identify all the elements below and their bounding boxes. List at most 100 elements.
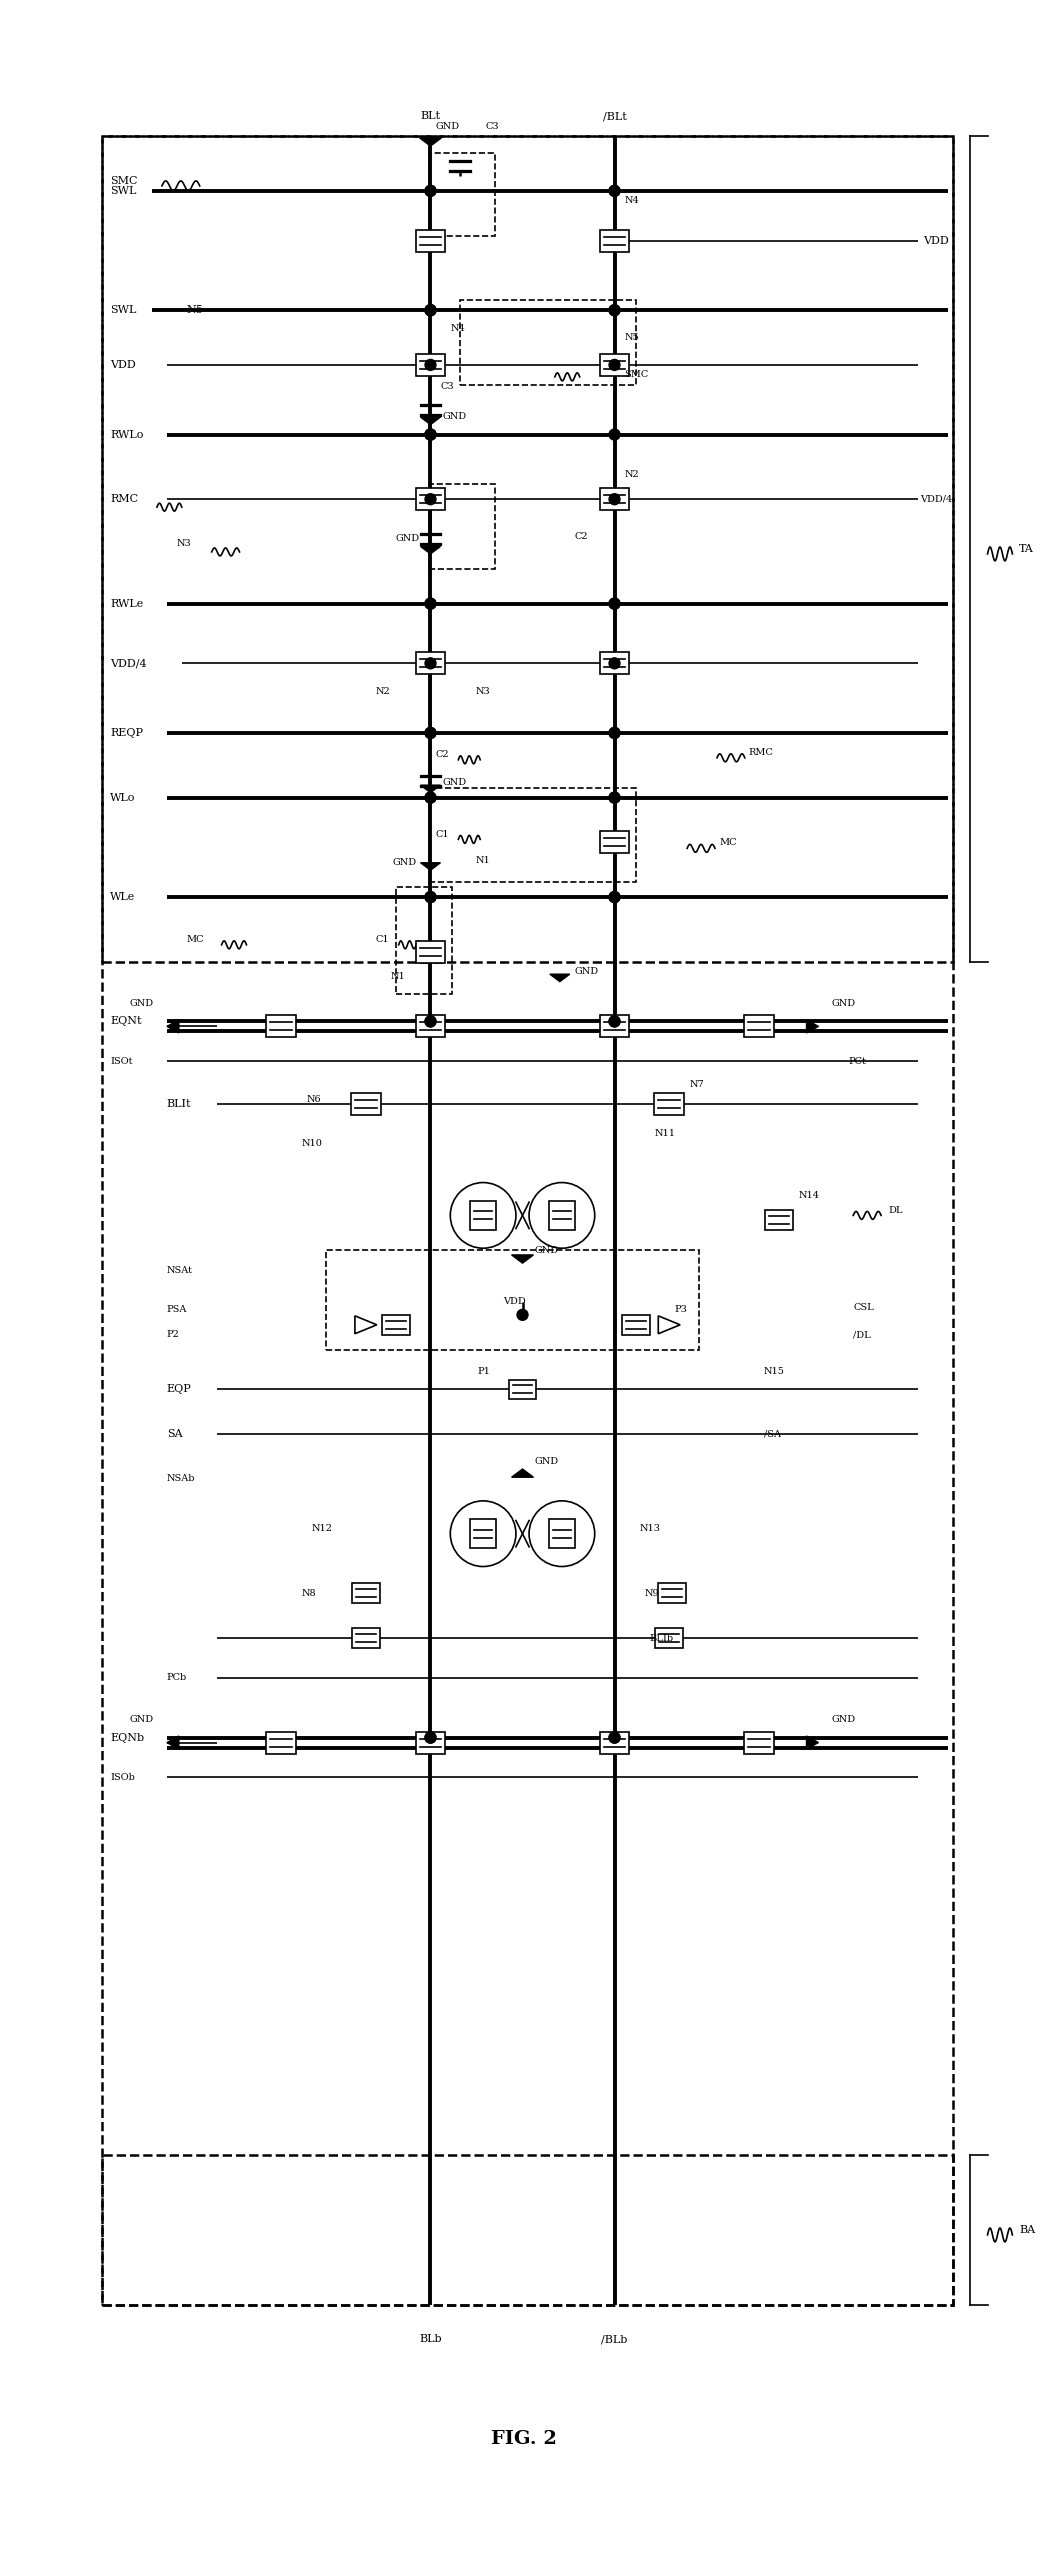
Circle shape [609, 1733, 620, 1743]
Text: MC: MC [719, 837, 737, 847]
Text: EQNb: EQNb [110, 1733, 145, 1743]
Text: WLe: WLe [110, 891, 135, 901]
Circle shape [609, 657, 620, 670]
Text: /SA: /SA [764, 1429, 781, 1439]
Bar [655, 1627, 683, 1648]
Text: CSL: CSL [853, 1303, 874, 1313]
Text: EQP: EQP [167, 1385, 192, 1396]
Circle shape [425, 729, 436, 739]
Text: GND: GND [130, 999, 154, 1007]
Text: N13: N13 [639, 1524, 660, 1532]
Polygon shape [511, 1468, 533, 1478]
Text: N2: N2 [625, 469, 639, 479]
Text: BLb: BLb [419, 2336, 442, 2343]
Text: VDD/4: VDD/4 [920, 494, 953, 505]
Bar [599, 651, 630, 675]
Text: N1: N1 [475, 855, 490, 865]
Text: N4: N4 [451, 324, 465, 332]
Circle shape [609, 1017, 620, 1027]
Circle shape [609, 1017, 620, 1027]
Bar [381, 1316, 410, 1334]
Text: /BLb: /BLb [602, 2336, 628, 2343]
Text: C1: C1 [376, 935, 390, 945]
Text: C3: C3 [485, 121, 499, 131]
Text: GND: GND [442, 412, 466, 422]
Circle shape [425, 1733, 436, 1743]
Polygon shape [511, 1254, 533, 1264]
Text: N3: N3 [177, 541, 192, 548]
Text: P2: P2 [167, 1331, 180, 1339]
Bar [351, 1092, 380, 1115]
Circle shape [609, 793, 620, 803]
Text: VDD: VDD [923, 234, 948, 245]
Text: N9: N9 [645, 1589, 659, 1599]
Bar [416, 1015, 445, 1038]
Bar [623, 1316, 651, 1334]
Text: N5: N5 [187, 306, 203, 314]
Text: VDD/4: VDD/4 [110, 659, 147, 670]
Circle shape [609, 430, 620, 440]
Bar [416, 1730, 445, 1754]
Bar [470, 1200, 497, 1231]
Text: /BLt: /BLt [603, 111, 627, 121]
Text: N15: N15 [764, 1367, 785, 1375]
Circle shape [425, 891, 436, 904]
Text: GND: GND [393, 857, 417, 868]
Text: ISOt: ISOt [110, 1056, 133, 1066]
Bar [416, 651, 445, 675]
Text: BLIb: BLIb [650, 1633, 674, 1643]
Text: RMC: RMC [110, 494, 138, 505]
Text: PCt: PCt [848, 1056, 866, 1066]
Text: N10: N10 [301, 1138, 322, 1148]
Bar [599, 1730, 630, 1754]
Polygon shape [419, 139, 441, 147]
Circle shape [425, 304, 436, 317]
Text: SWL: SWL [110, 185, 136, 196]
Bar [396, 888, 453, 994]
Bar [326, 1251, 699, 1349]
Text: N3: N3 [475, 688, 490, 695]
Circle shape [425, 185, 436, 196]
Text: /DL: /DL [853, 1331, 871, 1339]
Text: P1: P1 [478, 1367, 490, 1375]
Circle shape [425, 430, 436, 440]
Bar [549, 1519, 575, 1548]
Bar [429, 484, 495, 569]
Circle shape [425, 793, 436, 803]
Bar [599, 229, 630, 252]
Text: BLt: BLt [420, 111, 440, 121]
Bar [416, 229, 445, 252]
Polygon shape [807, 1736, 818, 1748]
Circle shape [425, 793, 436, 803]
Text: C2: C2 [436, 749, 450, 760]
Text: ISOb: ISOb [110, 1774, 135, 1782]
Text: N4: N4 [625, 196, 639, 206]
Bar [429, 152, 495, 234]
Bar [266, 1730, 297, 1754]
Text: NSAt: NSAt [167, 1264, 193, 1275]
Circle shape [425, 597, 436, 610]
Circle shape [425, 891, 436, 904]
Text: GND: GND [831, 999, 855, 1007]
Circle shape [425, 1733, 436, 1743]
Polygon shape [420, 546, 440, 554]
Circle shape [425, 597, 436, 610]
Text: VDD: VDD [110, 361, 136, 371]
Bar [103, 136, 953, 960]
Bar [658, 1584, 686, 1604]
Text: N6: N6 [306, 1094, 321, 1105]
Circle shape [425, 430, 436, 440]
Circle shape [517, 1308, 528, 1321]
Bar [416, 489, 445, 510]
Text: BA: BA [1020, 2225, 1035, 2235]
Bar [599, 353, 630, 376]
Bar [765, 1210, 792, 1231]
Polygon shape [550, 973, 570, 981]
Text: N7: N7 [690, 1079, 704, 1089]
Text: WLo: WLo [110, 793, 135, 803]
Circle shape [425, 430, 436, 440]
Circle shape [609, 891, 620, 904]
Circle shape [425, 1017, 436, 1027]
Circle shape [425, 304, 436, 317]
Text: SWL: SWL [110, 306, 136, 314]
